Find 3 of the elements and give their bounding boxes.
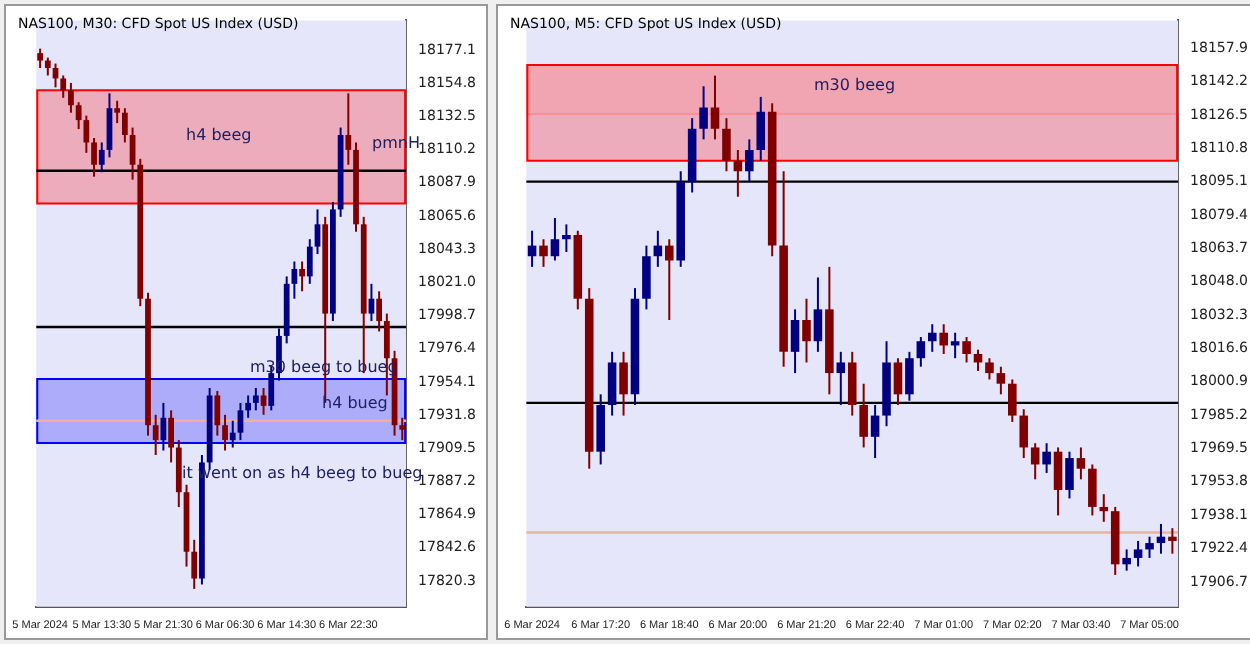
- annotation: m30 beeg: [814, 76, 896, 94]
- annotation: h4 beeg: [186, 126, 252, 144]
- annotation: h4 bueg: [322, 394, 388, 412]
